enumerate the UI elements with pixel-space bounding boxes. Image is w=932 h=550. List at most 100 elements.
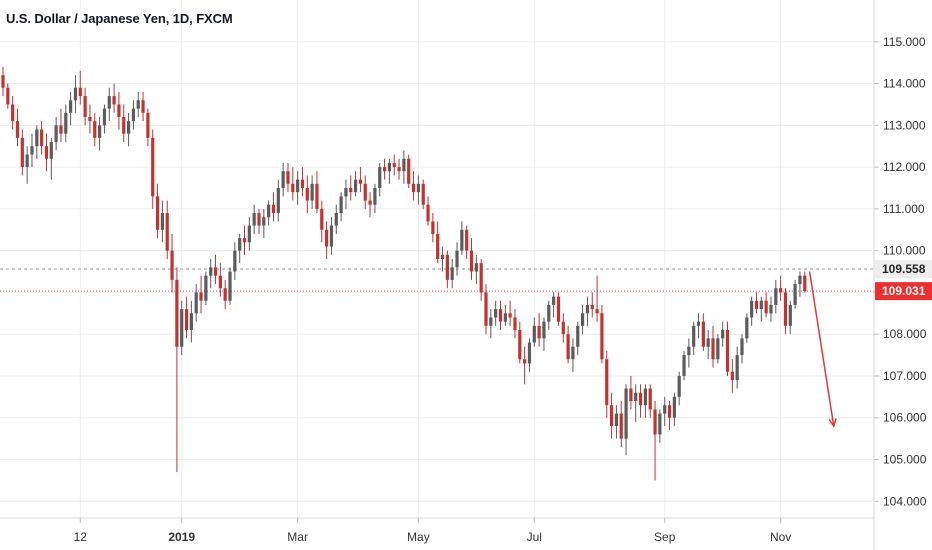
candle[interactable]: [750, 296, 754, 326]
candle[interactable]: [745, 313, 749, 343]
candle[interactable]: [754, 292, 759, 314]
candle[interactable]: [595, 275, 599, 322]
candle[interactable]: [93, 112, 97, 147]
candle[interactable]: [276, 179, 280, 222]
candle[interactable]: [267, 200, 271, 226]
candle[interactable]: [508, 300, 512, 326]
candle[interactable]: [682, 350, 686, 381]
candle[interactable]: [344, 179, 348, 209]
candle[interactable]: [204, 271, 208, 305]
candle[interactable]: [184, 296, 189, 339]
candle[interactable]: [320, 200, 324, 243]
candle[interactable]: [774, 279, 778, 314]
candle[interactable]: [725, 321, 730, 376]
candle[interactable]: [155, 183, 160, 239]
projection-arrow-line[interactable]: [808, 271, 835, 427]
candle[interactable]: [624, 384, 628, 456]
candle[interactable]: [455, 242, 459, 276]
candle[interactable]: [518, 321, 522, 364]
candle[interactable]: [527, 338, 532, 372]
candle[interactable]: [305, 175, 309, 214]
candle[interactable]: [711, 325, 715, 368]
candle[interactable]: [793, 279, 797, 310]
candle[interactable]: [35, 125, 39, 159]
candle[interactable]: [382, 158, 387, 180]
candle[interactable]: [479, 259, 483, 301]
candle[interactable]: [194, 284, 198, 322]
candle[interactable]: [40, 121, 44, 155]
candle[interactable]: [605, 350, 609, 418]
candle[interactable]: [64, 104, 68, 143]
candle[interactable]: [98, 116, 102, 151]
candle[interactable]: [6, 83, 10, 109]
candle[interactable]: [460, 221, 464, 255]
candle[interactable]: [445, 250, 449, 289]
candle[interactable]: [59, 108, 63, 143]
candle[interactable]: [581, 304, 585, 335]
candle[interactable]: [300, 167, 305, 197]
candle[interactable]: [571, 338, 575, 372]
candle[interactable]: [503, 304, 507, 326]
candle[interactable]: [151, 129, 155, 209]
candle[interactable]: [325, 221, 329, 259]
candle[interactable]: [213, 254, 218, 285]
candle[interactable]: [209, 259, 213, 289]
candle[interactable]: [83, 87, 87, 126]
candle[interactable]: [484, 284, 488, 335]
candle[interactable]: [180, 300, 184, 356]
candle[interactable]: [783, 288, 788, 335]
candle[interactable]: [653, 401, 657, 481]
candle[interactable]: [629, 375, 633, 410]
candle[interactable]: [436, 221, 440, 264]
candle[interactable]: [552, 292, 556, 318]
candle[interactable]: [431, 213, 435, 243]
candle[interactable]: [257, 208, 261, 234]
candle[interactable]: [233, 242, 237, 280]
candle[interactable]: [387, 158, 391, 184]
candle[interactable]: [706, 330, 710, 360]
candle[interactable]: [411, 171, 416, 201]
candle[interactable]: [547, 300, 551, 331]
candle[interactable]: [585, 296, 590, 326]
candle[interactable]: [638, 384, 643, 418]
candle[interactable]: [69, 91, 73, 126]
candle[interactable]: [532, 317, 536, 347]
candle[interactable]: [73, 75, 78, 113]
candle[interactable]: [25, 146, 29, 184]
candle[interactable]: [440, 246, 445, 272]
candle[interactable]: [112, 83, 116, 113]
candle[interactable]: [407, 154, 411, 188]
candle[interactable]: [696, 313, 701, 339]
candle[interactable]: [614, 405, 619, 439]
candle[interactable]: [199, 275, 203, 314]
candle[interactable]: [740, 334, 744, 364]
candle[interactable]: [803, 271, 807, 293]
candle[interactable]: [658, 409, 662, 443]
candle[interactable]: [107, 87, 111, 122]
candle[interactable]: [469, 238, 474, 280]
candle[interactable]: [1, 66, 5, 97]
candle[interactable]: [373, 183, 377, 214]
candle[interactable]: [368, 192, 372, 218]
candle[interactable]: [788, 300, 792, 335]
candle[interactable]: [334, 204, 338, 234]
candle[interactable]: [160, 200, 164, 243]
candle[interactable]: [218, 263, 222, 297]
candle[interactable]: [296, 171, 300, 205]
candle[interactable]: [494, 300, 498, 326]
candle[interactable]: [363, 175, 367, 209]
candle[interactable]: [465, 225, 469, 259]
candle[interactable]: [15, 108, 20, 147]
candle[interactable]: [349, 175, 353, 201]
candle[interactable]: [78, 71, 82, 105]
candle[interactable]: [672, 392, 676, 427]
candle[interactable]: [189, 300, 193, 343]
candle[interactable]: [609, 392, 614, 439]
candle[interactable]: [11, 96, 15, 130]
candle[interactable]: [228, 267, 232, 305]
candle[interactable]: [126, 112, 131, 147]
candle[interactable]: [474, 254, 478, 285]
candle[interactable]: [634, 384, 638, 422]
candle[interactable]: [561, 313, 565, 343]
